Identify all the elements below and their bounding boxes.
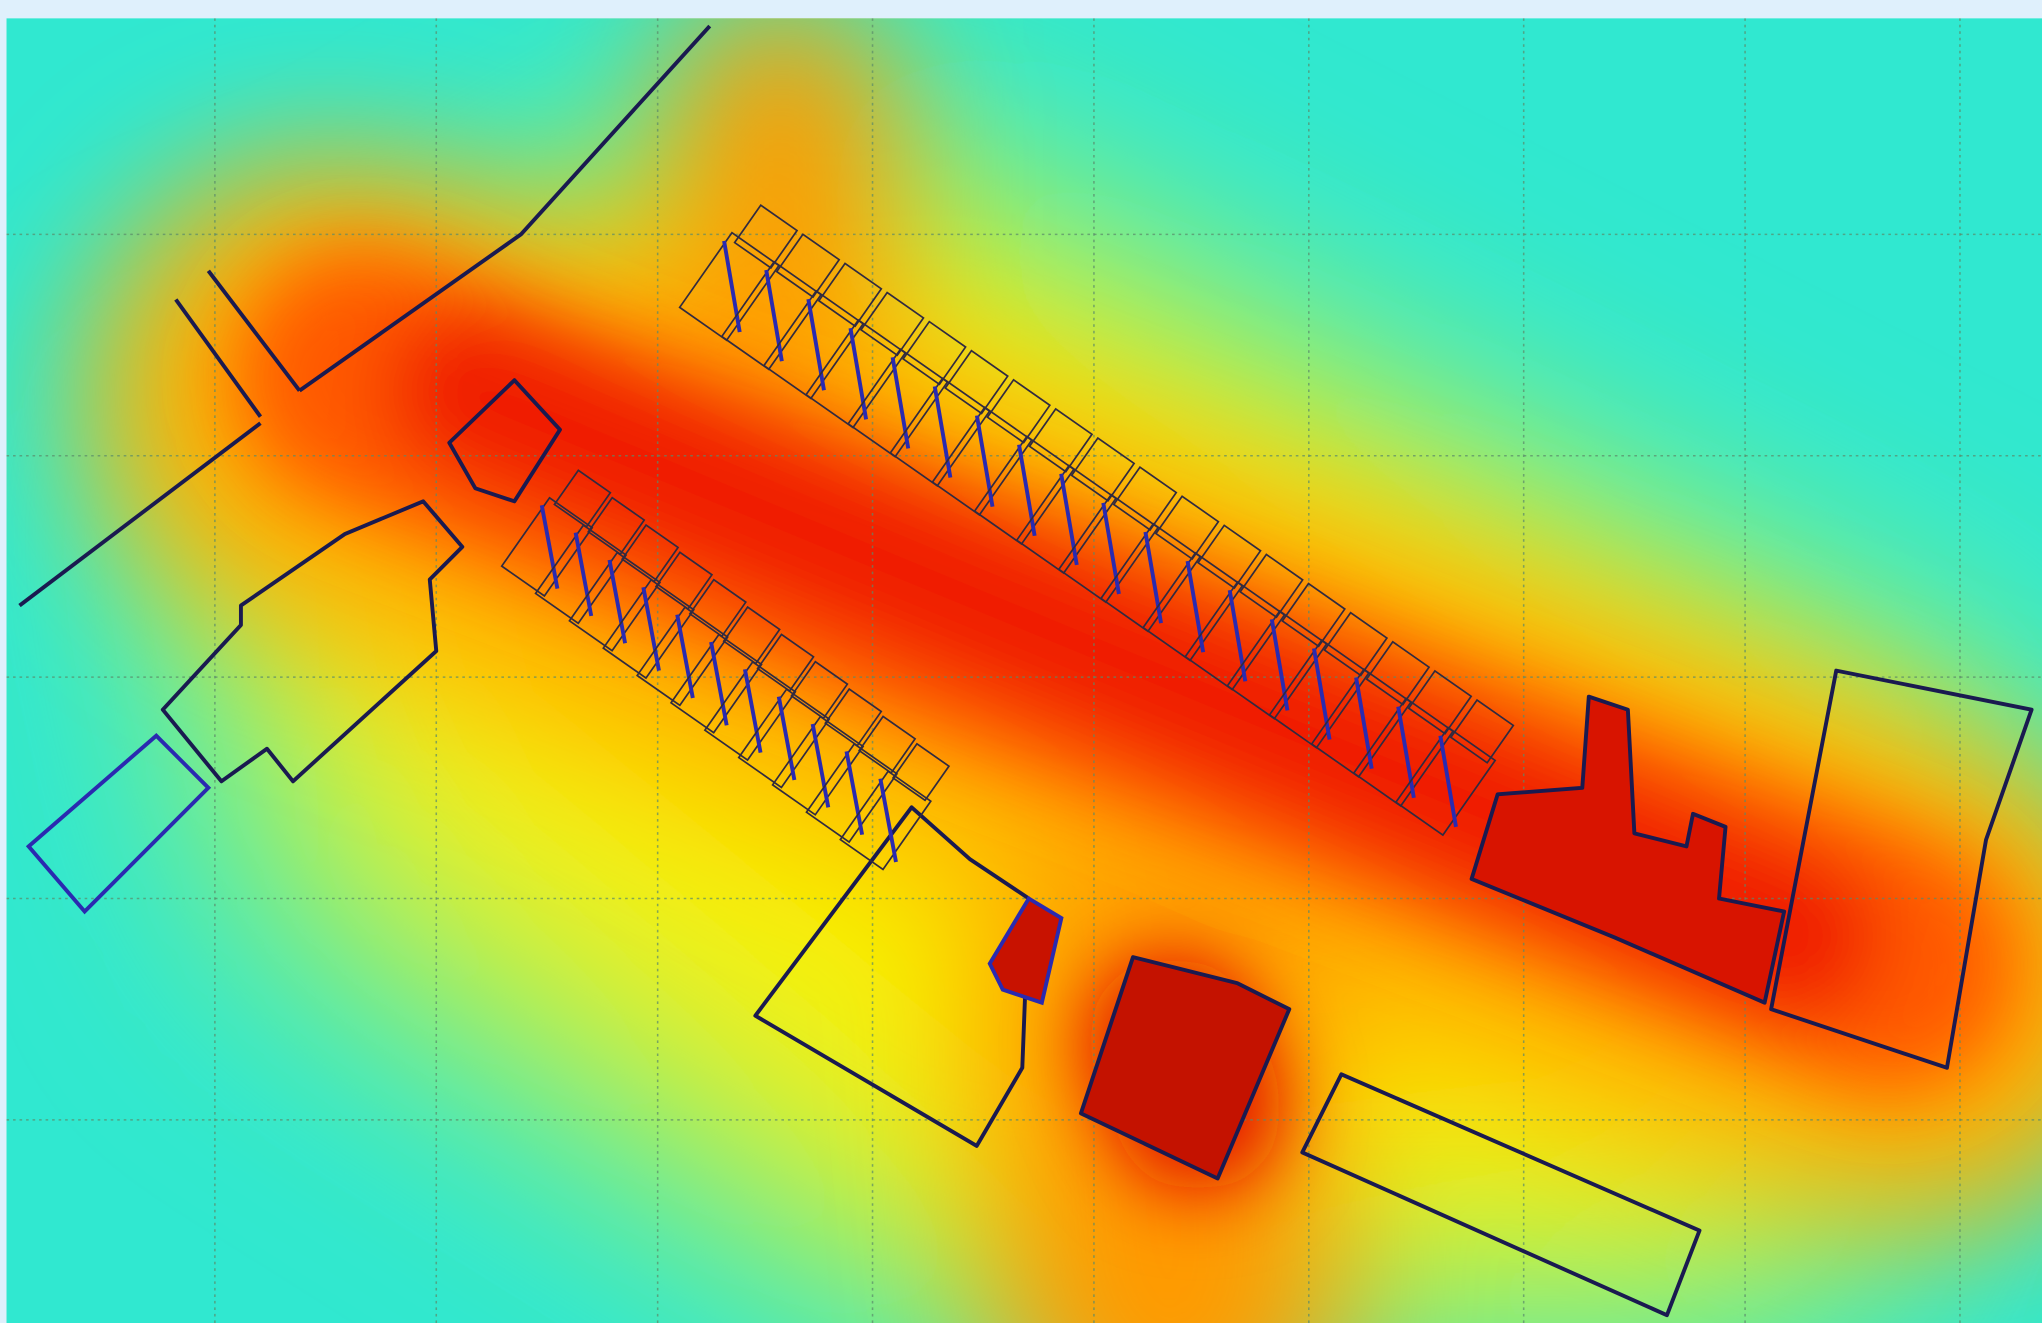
row-house — [654, 551, 714, 611]
row-house — [1057, 493, 1160, 604]
row-house — [859, 291, 925, 357]
row-house — [1394, 726, 1497, 837]
row-house — [790, 660, 849, 720]
row-house — [805, 742, 899, 844]
row-house — [1028, 407, 1094, 473]
wall — [722, 240, 742, 333]
row-house — [824, 687, 883, 747]
buildings — [18, 24, 2034, 1318]
wall — [641, 586, 661, 671]
row-house — [1196, 524, 1262, 590]
wall — [848, 327, 869, 420]
row-house — [602, 578, 695, 680]
row-house — [1239, 553, 1304, 619]
row-house — [889, 377, 991, 487]
wall — [878, 778, 898, 863]
row-house — [635, 606, 729, 707]
row-house — [775, 233, 841, 299]
row-house — [1154, 495, 1220, 561]
row-house — [771, 715, 865, 816]
row-house — [1015, 464, 1118, 575]
wall — [806, 298, 826, 391]
row-house — [756, 633, 815, 693]
wall — [932, 386, 953, 478]
wall — [709, 641, 729, 726]
wall — [607, 559, 628, 644]
row-house — [1184, 580, 1286, 691]
wall — [1438, 735, 1458, 828]
row-house — [817, 262, 883, 328]
row-house — [669, 633, 763, 734]
row-house — [857, 715, 917, 775]
wall — [1185, 560, 1206, 653]
row-house — [1281, 582, 1346, 648]
wall — [764, 269, 784, 362]
wall — [1354, 677, 1374, 769]
row-house — [568, 551, 662, 652]
row-house — [891, 742, 951, 802]
row-house — [534, 524, 628, 625]
row-house — [762, 289, 865, 400]
row-house — [1323, 611, 1389, 677]
row-house — [620, 523, 680, 583]
wall — [1017, 444, 1037, 537]
row-house — [720, 260, 823, 371]
row-house — [500, 496, 594, 598]
wall — [1269, 618, 1290, 711]
row-house — [733, 204, 799, 270]
row-house — [1141, 551, 1244, 662]
wall — [675, 614, 695, 699]
row-house — [688, 578, 747, 638]
row-house — [973, 435, 1076, 546]
row-house — [986, 378, 1052, 444]
row-house — [944, 349, 1009, 415]
wall — [1227, 589, 1248, 682]
wall — [1312, 648, 1332, 740]
row-house — [1365, 640, 1431, 706]
row-house — [553, 469, 612, 529]
row-house — [1449, 698, 1515, 764]
row-house — [1070, 436, 1136, 502]
row-house — [804, 318, 907, 429]
row-house — [901, 320, 967, 386]
wall — [890, 356, 911, 449]
wall — [1143, 531, 1163, 624]
row-house — [847, 347, 949, 458]
heatmap — [6, 18, 2042, 1323]
row-house — [1226, 609, 1328, 720]
row-house — [722, 605, 781, 665]
wall — [1101, 502, 1121, 595]
wall — [844, 750, 865, 836]
row-house — [1352, 697, 1455, 808]
wall — [742, 668, 763, 754]
wall — [1396, 706, 1416, 799]
row-house — [587, 496, 646, 556]
row-house — [1112, 465, 1178, 532]
wall — [810, 723, 831, 808]
row-house — [737, 688, 831, 789]
wall — [539, 504, 560, 589]
wall — [974, 415, 995, 508]
row-house — [703, 660, 797, 762]
row-house — [1268, 639, 1370, 749]
wall — [573, 532, 594, 617]
row-house — [1407, 669, 1473, 735]
row-house — [839, 770, 932, 871]
wall — [1059, 473, 1079, 566]
row-house — [1310, 668, 1413, 779]
row-house — [1099, 522, 1202, 633]
row-house — [678, 231, 781, 342]
row-house — [931, 406, 1033, 517]
wall — [776, 696, 797, 781]
